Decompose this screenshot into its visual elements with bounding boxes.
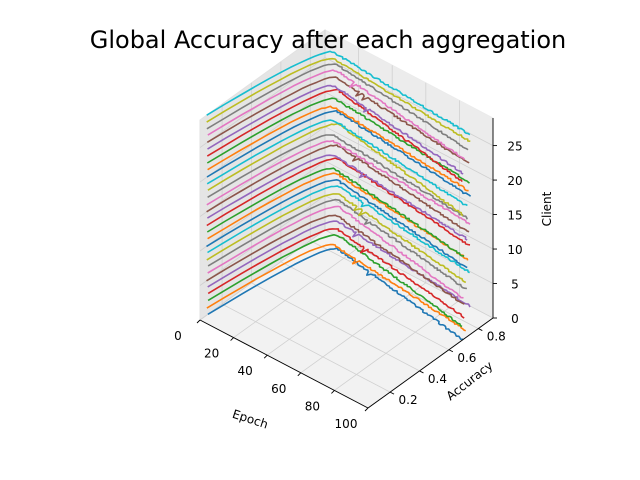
x-tick-mark xyxy=(364,407,369,412)
x-tick-mark xyxy=(196,319,201,324)
z-tick-label: 10 xyxy=(507,243,522,257)
x-tick-label: 60 xyxy=(271,382,286,396)
y-tick-mark xyxy=(478,328,483,331)
series-line-client-20 xyxy=(206,109,472,197)
series-line-client-11 xyxy=(207,172,469,261)
y-tick-label: 0.4 xyxy=(428,372,447,386)
series-line-client-10 xyxy=(206,179,468,269)
x-tick-mark xyxy=(263,354,268,359)
y-axis-line xyxy=(367,317,494,409)
series-line-client-6 xyxy=(207,205,464,299)
x-tick-mark xyxy=(297,372,302,377)
axis-lines xyxy=(199,118,494,409)
z-tick-label: 25 xyxy=(507,140,522,154)
series-line-client-17 xyxy=(207,134,468,220)
x-tick-mark xyxy=(331,390,335,394)
series-line-client-22 xyxy=(206,97,471,184)
x-tick-label: 80 xyxy=(305,399,320,413)
y-tick-mark xyxy=(419,370,424,374)
x-tick-mark xyxy=(230,337,234,341)
series-line-client-1 xyxy=(206,243,467,332)
y-tick-mark xyxy=(448,349,454,353)
x-tick-label: 20 xyxy=(204,347,219,361)
series-line-client-23 xyxy=(206,88,463,182)
series-line-client-0 xyxy=(207,247,464,341)
series-line-client-4 xyxy=(207,220,471,308)
series-line-client-18 xyxy=(207,122,464,217)
series-line-client-16 xyxy=(206,140,471,225)
y-tick-label: 0.8 xyxy=(487,330,506,344)
chart-title: Global Accuracy after each aggregation xyxy=(90,26,567,54)
series-line-client-24 xyxy=(207,84,464,175)
series-line-client-26 xyxy=(207,69,466,160)
x-axis-line xyxy=(199,319,369,409)
series-line-client-5 xyxy=(206,214,465,305)
series-line-client-2 xyxy=(207,234,463,328)
z-tick-label: 5 xyxy=(511,278,519,292)
z-axis-label: Client xyxy=(540,191,554,226)
series-line-client-25 xyxy=(206,76,470,164)
y-tick-mark xyxy=(389,391,395,395)
x-tick-label: 40 xyxy=(238,364,253,378)
series-line-client-29 xyxy=(206,50,471,136)
z-tick-label: 15 xyxy=(507,209,522,223)
series-line-client-15 xyxy=(206,144,470,233)
y-tick-label: 0.2 xyxy=(399,393,418,407)
x-tick-label: 100 xyxy=(335,417,358,431)
x-tick-label: 0 xyxy=(174,329,182,343)
z-tick-label: 0 xyxy=(511,312,519,326)
axes-panes xyxy=(199,29,494,409)
z-tick-label: 20 xyxy=(507,174,522,188)
series-line-client-7 xyxy=(207,198,467,290)
series-group xyxy=(206,50,472,341)
y-axis-label: Accuracy xyxy=(444,358,496,403)
series-line-client-9 xyxy=(207,185,471,274)
series-line-client-3 xyxy=(207,228,465,319)
series-line-client-28 xyxy=(206,57,471,142)
series-line-client-14 xyxy=(206,154,468,241)
series-line-client-8 xyxy=(206,193,467,284)
series-line-client-27 xyxy=(206,63,469,151)
series-line-client-21 xyxy=(207,105,469,192)
series-line-client-12 xyxy=(206,167,465,257)
series-line-client-19 xyxy=(206,119,468,207)
y-tick-label: 0.6 xyxy=(457,351,476,365)
x-axis-label: Epoch xyxy=(231,407,270,432)
tick-labels: 0 20 40 60 80 100 0.2 0.4 0.6 0.8 0 5 10 15 20 25 xyxy=(174,140,522,431)
